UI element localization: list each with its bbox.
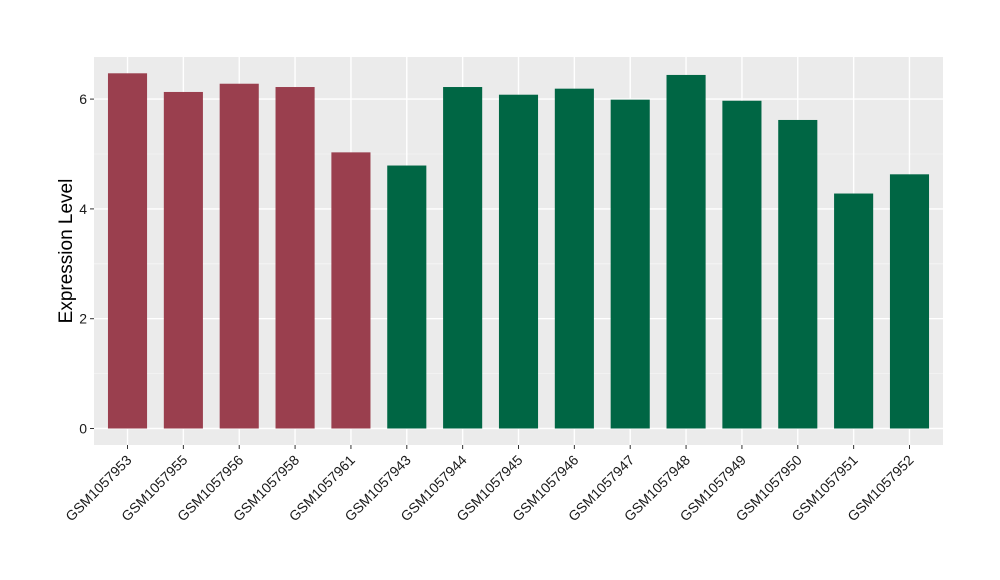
bars	[107, 73, 930, 429]
y-tick-label: 4	[79, 201, 87, 217]
bar-gsm1057956	[219, 83, 259, 429]
bar-gsm1057951	[834, 193, 874, 429]
bar-gsm1057946	[554, 88, 594, 429]
x-axis: GSM1057953GSM1057955GSM1057956GSM1057958…	[62, 445, 917, 524]
bar-gsm1057952	[889, 174, 930, 429]
bar-gsm1057947	[610, 99, 650, 429]
bar-gsm1057945	[498, 94, 539, 429]
bar-gsm1057953	[107, 73, 148, 429]
bar-gsm1057958	[275, 87, 315, 429]
bar-gsm1057949	[722, 100, 762, 429]
y-tick-label: 6	[79, 91, 87, 107]
y-tick-label: 2	[79, 311, 87, 327]
bar-gsm1057961	[331, 152, 371, 429]
bar-gsm1057955	[163, 91, 203, 429]
y-axis-title: Expression Level	[56, 179, 77, 324]
y-tick-label: 0	[79, 421, 87, 437]
bar-gsm1057948	[666, 74, 706, 429]
bar-gsm1057943	[387, 165, 427, 429]
bar-gsm1057950	[778, 119, 818, 429]
y-axis: 0 2 4 6	[79, 91, 94, 437]
bar-gsm1057944	[443, 87, 483, 429]
